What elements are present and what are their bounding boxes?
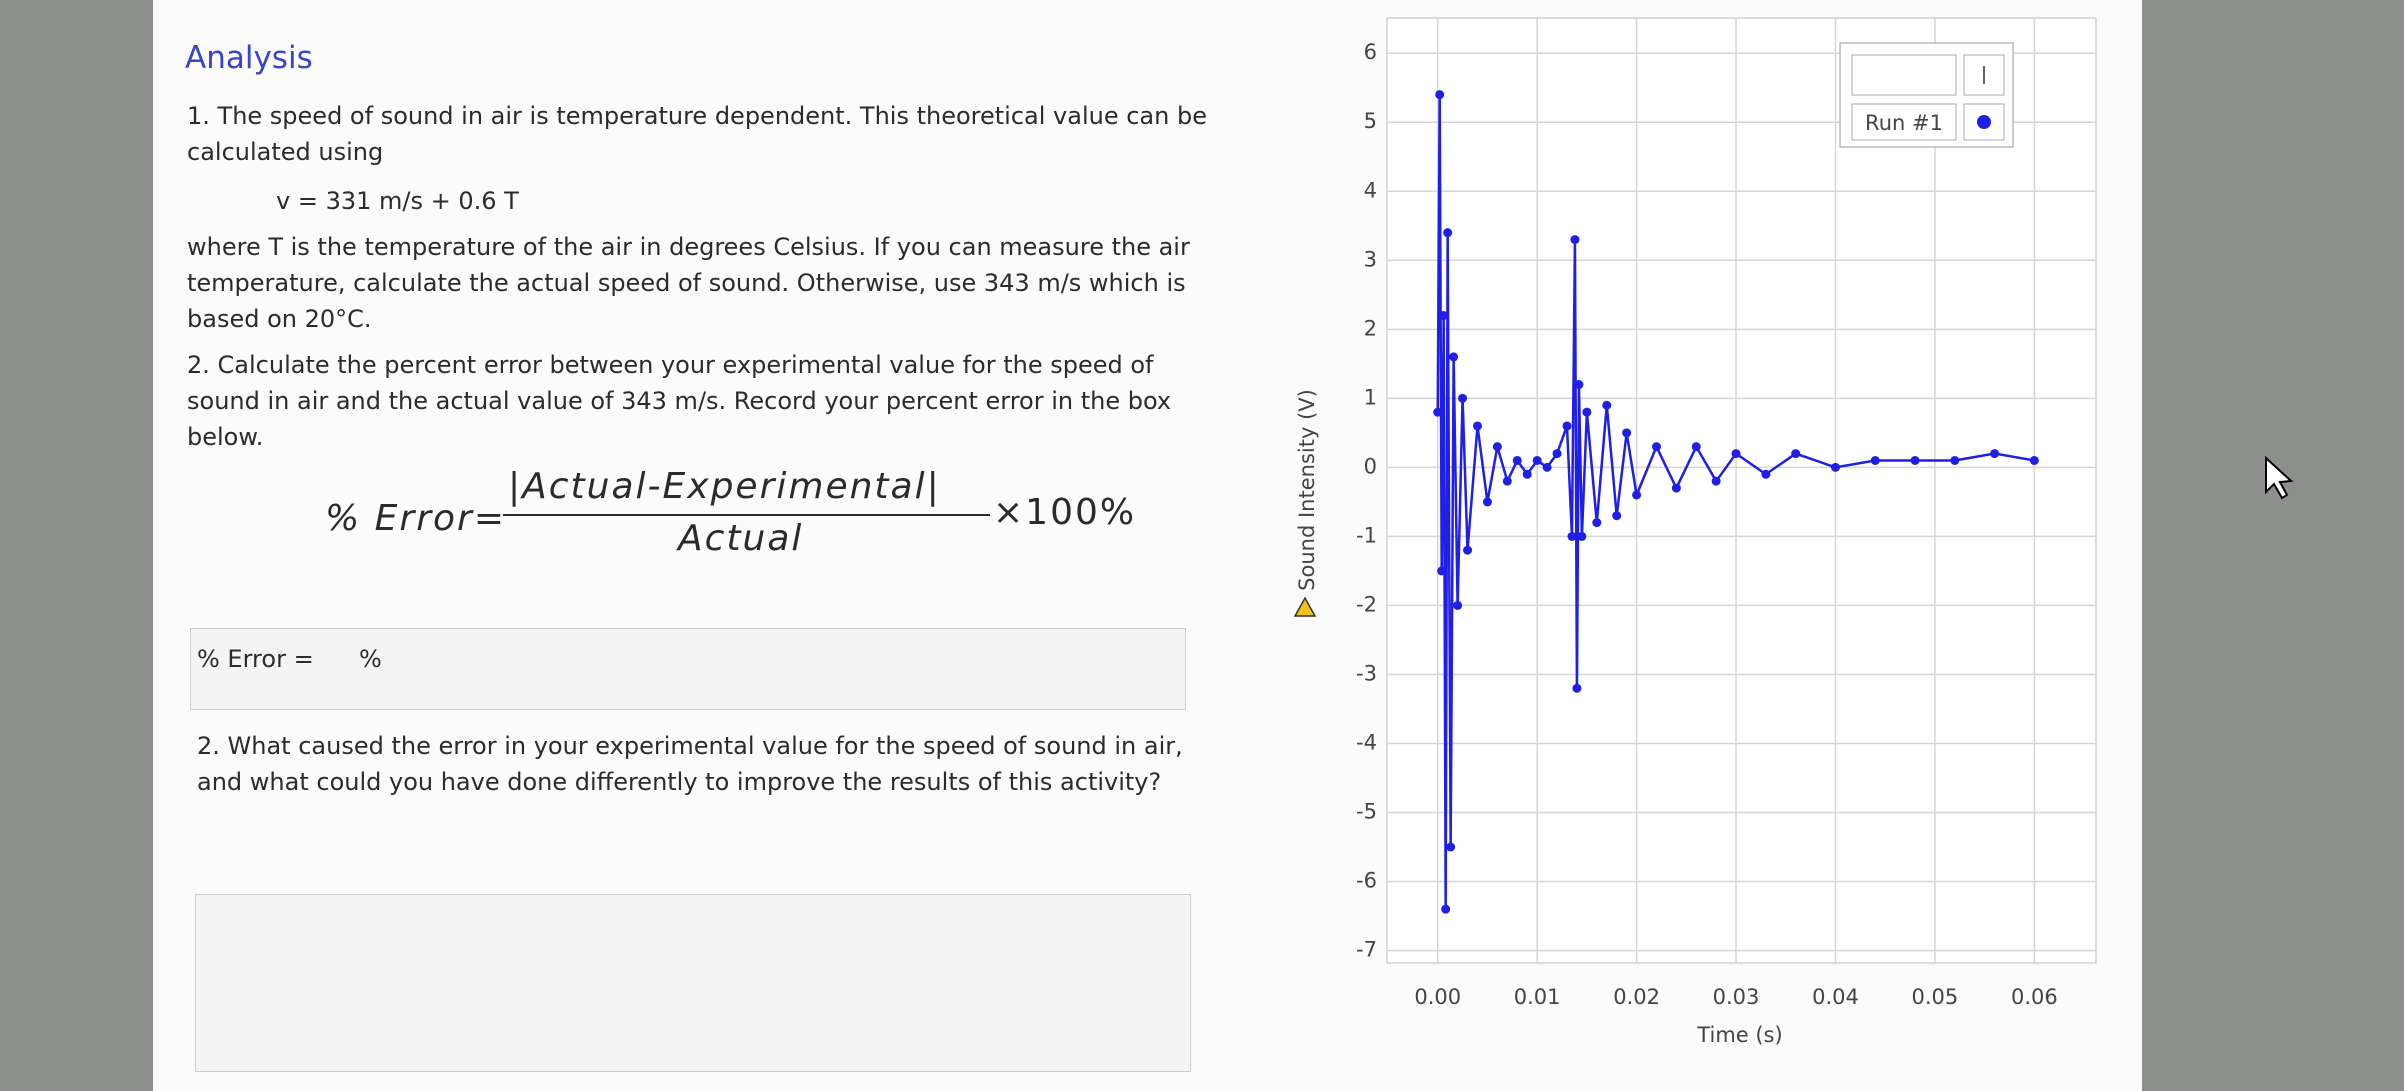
data-point (1592, 518, 1602, 528)
y-tick-label: 0 (1364, 454, 1377, 478)
y-tick-label: -3 (1356, 661, 1377, 685)
y-tick-label: -5 (1356, 800, 1377, 824)
y-tick-label: 1 (1364, 385, 1377, 409)
data-point (1761, 469, 1771, 479)
data-point (1542, 462, 1552, 472)
data-point (1522, 469, 1532, 479)
formula-rhs: ×100% (993, 492, 1137, 533)
data-point (1574, 380, 1584, 390)
x-tick-label: 0.02 (1613, 985, 1660, 1009)
data-point (2029, 455, 2039, 465)
legend-entry-box (1851, 103, 1957, 141)
y-tick-label: -7 (1356, 938, 1377, 962)
data-point (1570, 235, 1580, 245)
data-point (1502, 476, 1512, 486)
data-point (1439, 311, 1449, 321)
answer-box[interactable] (195, 894, 1191, 1072)
x-tick-label: 0.04 (1812, 985, 1859, 1009)
y-tick-label: -1 (1356, 523, 1377, 547)
y-axis-label-group: Sound Intensity (V) (1295, 389, 1319, 591)
y-tick-label: -2 (1356, 592, 1377, 616)
data-point (1990, 449, 2000, 459)
data-point (1622, 428, 1632, 438)
legend: Run #1 (1839, 42, 2014, 148)
y-tick-label: 5 (1364, 109, 1377, 133)
data-point (1482, 497, 1492, 507)
data-point (1453, 600, 1463, 610)
data-point (1602, 400, 1612, 410)
data-point (1552, 449, 1562, 459)
data-point (1512, 455, 1522, 465)
error-input-box[interactable]: % Error = % (190, 628, 1186, 710)
data-point (1711, 476, 1721, 486)
question-text: 1. The speed of sound in air is temperat… (187, 102, 1207, 166)
fraction-bar (503, 514, 990, 516)
data-point (1532, 455, 1542, 465)
plot-area (1386, 17, 2097, 964)
data-point (1950, 455, 1960, 465)
data-point (1632, 490, 1642, 500)
legend-entry: Run #1 (1865, 111, 1943, 135)
data-point (1443, 228, 1453, 238)
formula: v = 331 m/s + 0.6 T (276, 187, 519, 215)
x-tick-label: 0.00 (1414, 985, 1461, 1009)
data-point (1612, 511, 1622, 521)
warning-icon (1293, 596, 1317, 617)
x-axis-label: Time (s) (1696, 1023, 1782, 1047)
formula-denominator: Actual (678, 518, 804, 559)
data-point (1572, 683, 1582, 693)
y-tick-label: 3 (1364, 247, 1377, 271)
grid: -7 -6 -5 -4 -3 -2 -1 0 1 2 3 4 5 6 0.00 0.01 0.02 0.03 0.0… (1356, 18, 2096, 1009)
legend-button[interactable] (1963, 54, 2005, 96)
data-point (1870, 455, 1880, 465)
x-tick-label: 0.06 (2011, 985, 2058, 1009)
data-point (1463, 545, 1473, 555)
data-point (1449, 352, 1459, 362)
formula-lhs: % Error= (325, 498, 506, 539)
mouse-cursor (2265, 455, 2294, 500)
data-point (1651, 442, 1661, 452)
error-unit: % (359, 645, 382, 673)
legend-input[interactable] (1851, 54, 1957, 96)
y-tick-label: 4 (1364, 178, 1377, 202)
x-tick-label: 0.05 (1912, 985, 1959, 1009)
data-point (1830, 462, 1840, 472)
data-point (1433, 407, 1443, 417)
data-point (1791, 449, 1801, 459)
formula-numerator: |Actual-Experimental| (508, 466, 941, 507)
y-tick-label: 6 (1364, 40, 1377, 64)
data-point (1567, 531, 1577, 541)
question-text: 2. Calculate the percent error between y… (187, 351, 1172, 451)
data-point (1910, 455, 1920, 465)
y-axis-label: Sound Intensity (V) (1295, 389, 1319, 591)
legend-swatch (1977, 115, 1991, 129)
data-point (1691, 442, 1701, 452)
y-tick-label: -4 (1356, 730, 1377, 754)
data-point (1435, 90, 1445, 100)
data-point (1582, 407, 1592, 417)
series (1433, 90, 2039, 914)
y-tick-label: -6 (1356, 869, 1377, 893)
data-point (1446, 842, 1456, 852)
data-point (1458, 393, 1468, 403)
question-text: where T is the temperature of the air in… (187, 233, 1190, 333)
data-point (1562, 421, 1572, 431)
data-point (1731, 449, 1741, 459)
data-point (1577, 531, 1587, 541)
data-point (1671, 483, 1681, 493)
y-tick-label: 2 (1364, 316, 1377, 340)
question-text: 2. What caused the error in your experim… (197, 732, 1183, 796)
data-point (1472, 421, 1482, 431)
data-point (1441, 904, 1451, 914)
heading: Analysis (185, 40, 313, 76)
error-label: % Error = (197, 645, 314, 673)
data-point (1437, 566, 1447, 576)
x-tick-label: 0.01 (1514, 985, 1561, 1009)
x-tick-label: 0.03 (1713, 985, 1760, 1009)
data-point (1492, 442, 1502, 452)
